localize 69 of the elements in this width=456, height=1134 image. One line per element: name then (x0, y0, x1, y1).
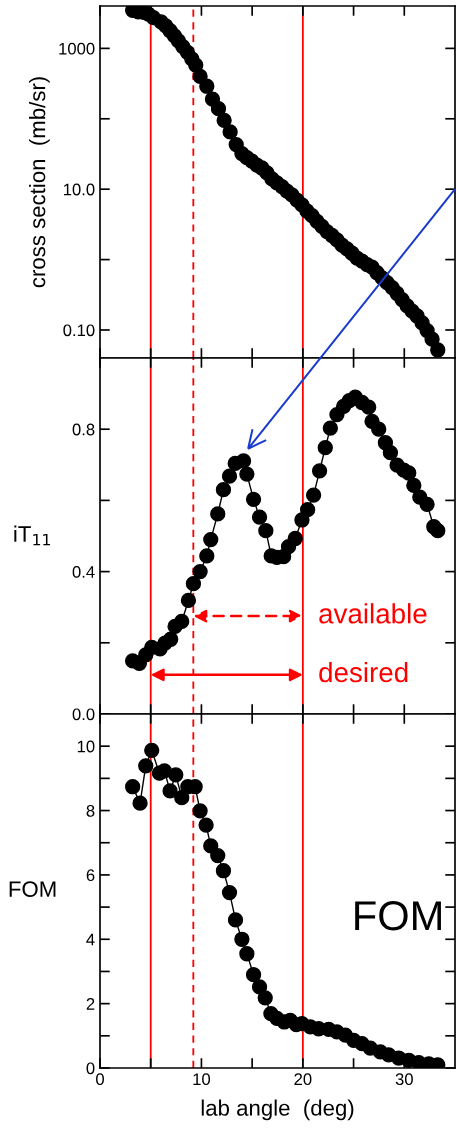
annotation: FOM (355, 901, 441, 931)
point (361, 399, 377, 415)
point (163, 631, 179, 647)
y-axis-title: cross section (mb/sr) (29, 77, 50, 288)
point (371, 421, 387, 437)
point (419, 496, 435, 512)
point (234, 931, 250, 947)
point (174, 790, 190, 806)
point (221, 884, 238, 901)
point (192, 563, 208, 580)
point (210, 506, 226, 522)
x-tick-label: 20 (294, 1073, 312, 1086)
x-tick-label: 10 (193, 1073, 211, 1086)
point (162, 783, 178, 799)
point (251, 979, 268, 995)
point (258, 523, 274, 539)
point (138, 758, 154, 774)
y-axis-title: FOM (9, 881, 56, 897)
point (227, 912, 244, 928)
point (430, 523, 446, 539)
point (168, 767, 184, 783)
y-axis-title: iT$_{11}$ (14, 525, 50, 546)
point (198, 817, 214, 833)
point (322, 420, 338, 436)
point (251, 509, 268, 525)
point (239, 946, 255, 962)
point (203, 531, 219, 548)
y-tick-label: 2 (86, 998, 95, 1010)
point (221, 468, 238, 484)
y-tick-label: 6 (86, 869, 95, 882)
y-tick-label: 0.10 (63, 324, 95, 337)
point (257, 990, 273, 1006)
y-tick-label: 0.8 (72, 423, 95, 436)
point (317, 440, 333, 456)
point (125, 779, 141, 795)
annotation: available (319, 603, 427, 624)
point (132, 795, 148, 811)
y-tick-label: 0.4 (72, 566, 95, 578)
point (382, 445, 399, 461)
point (287, 530, 303, 547)
point (199, 548, 215, 564)
point (401, 465, 417, 481)
y-tick-label: 10.0 (63, 183, 95, 196)
y-tick-label: 10 (77, 740, 95, 753)
y-tick-label: 8 (86, 804, 95, 817)
point (239, 466, 255, 482)
x-tick-label: 0 (96, 1073, 104, 1086)
point (215, 482, 232, 498)
point (192, 803, 208, 819)
point (406, 477, 422, 494)
point (144, 742, 160, 759)
point (299, 502, 316, 518)
point (245, 967, 262, 983)
y-tick-label: 1000 (59, 42, 95, 55)
point (210, 847, 226, 864)
point (311, 463, 328, 479)
point (305, 487, 322, 503)
point (245, 491, 262, 507)
point (174, 613, 190, 630)
annotation: desired (319, 661, 408, 683)
point (215, 863, 232, 879)
x-tick-label: 30 (395, 1073, 413, 1086)
y-tick-label: 4 (86, 933, 95, 946)
x-axis-title: lab angle (deg) (201, 1099, 354, 1121)
point (185, 576, 202, 592)
y-tick-label: 0 (86, 1062, 95, 1075)
y-tick-label: 0.0 (72, 708, 95, 721)
point (235, 453, 252, 469)
point (180, 592, 197, 609)
